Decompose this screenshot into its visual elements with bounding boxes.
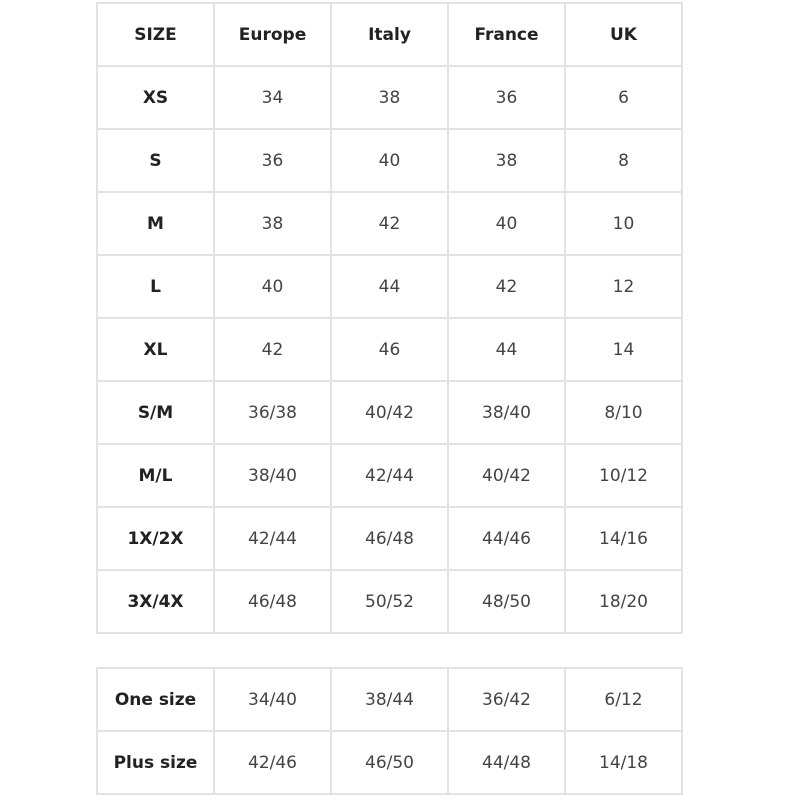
size-value-cell: 46/50 [330,730,449,795]
size-value-cell: 44/46 [447,506,566,571]
column-header: Europe [213,2,332,67]
table-row: One size 34/40 38/44 36/42 6/12 [96,667,683,732]
size-value-cell: 46 [330,317,449,382]
size-value-cell: 42 [447,254,566,319]
size-value-cell: 36/42 [447,667,566,732]
size-value-cell: 10/12 [564,443,683,508]
size-label-cell: Plus size [96,730,215,795]
table-row: XL 42 46 44 14 [96,317,683,382]
size-value-cell: 38 [213,191,332,256]
size-value-cell: 38/40 [213,443,332,508]
size-value-cell: 10 [564,191,683,256]
table-row: S/M 36/38 40/42 38/40 8/10 [96,380,683,445]
size-label-cell: XL [96,317,215,382]
size-label-cell: One size [96,667,215,732]
special-sizes-table: One size 34/40 38/44 36/42 6/12 Plus size 42/4… [96,667,683,795]
size-label-cell: M/L [96,443,215,508]
size-value-cell: 42/46 [213,730,332,795]
size-value-cell: 14 [564,317,683,382]
size-value-cell: 38/44 [330,667,449,732]
size-label-cell: 3X/4X [96,569,215,634]
size-value-cell: 36 [213,128,332,193]
table-row: XS 34 38 36 6 [96,65,683,130]
size-value-cell: 34 [213,65,332,130]
size-value-cell: 42/44 [213,506,332,571]
size-value-cell: 38 [330,65,449,130]
size-label-cell: XS [96,65,215,130]
size-conversion-table: SIZE Europe Italy France UK XS 34 38 36 6 S 36 40 38 8… [96,2,683,634]
size-value-cell: 42 [213,317,332,382]
size-value-cell: 46/48 [213,569,332,634]
size-value-cell: 8 [564,128,683,193]
size-value-cell: 40/42 [330,380,449,445]
size-value-cell: 6 [564,65,683,130]
size-label-cell: S/M [96,380,215,445]
size-value-cell: 40/42 [447,443,566,508]
size-value-cell: 34/40 [213,667,332,732]
table-row: S 36 40 38 8 [96,128,683,193]
size-value-cell: 18/20 [564,569,683,634]
size-value-cell: 42/44 [330,443,449,508]
size-label-cell: L [96,254,215,319]
size-value-cell: 40 [447,191,566,256]
column-header: Italy [330,2,449,67]
size-value-cell: 44 [330,254,449,319]
size-value-cell: 8/10 [564,380,683,445]
column-header: SIZE [96,2,215,67]
column-header: France [447,2,566,67]
size-value-cell: 38 [447,128,566,193]
size-value-cell: 40 [213,254,332,319]
size-value-cell: 44/48 [447,730,566,795]
size-value-cell: 44 [447,317,566,382]
size-value-cell: 40 [330,128,449,193]
size-value-cell: 6/12 [564,667,683,732]
table-row: M/L 38/40 42/44 40/42 10/12 [96,443,683,508]
size-value-cell: 36 [447,65,566,130]
table-row: M 38 42 40 10 [96,191,683,256]
size-value-cell: 50/52 [330,569,449,634]
size-value-cell: 46/48 [330,506,449,571]
header-row: SIZE Europe Italy France UK [96,2,683,67]
size-value-cell: 14/18 [564,730,683,795]
size-value-cell: 42 [330,191,449,256]
table-row: 3X/4X 46/48 50/52 48/50 18/20 [96,569,683,634]
size-value-cell: 12 [564,254,683,319]
size-label-cell: M [96,191,215,256]
table-row: L 40 44 42 12 [96,254,683,319]
size-value-cell: 36/38 [213,380,332,445]
size-label-cell: 1X/2X [96,506,215,571]
size-value-cell: 38/40 [447,380,566,445]
size-value-cell: 14/16 [564,506,683,571]
table-row: Plus size 42/46 46/50 44/48 14/18 [96,730,683,795]
size-label-cell: S [96,128,215,193]
column-header: UK [564,2,683,67]
table-row: 1X/2X 42/44 46/48 44/46 14/16 [96,506,683,571]
size-value-cell: 48/50 [447,569,566,634]
